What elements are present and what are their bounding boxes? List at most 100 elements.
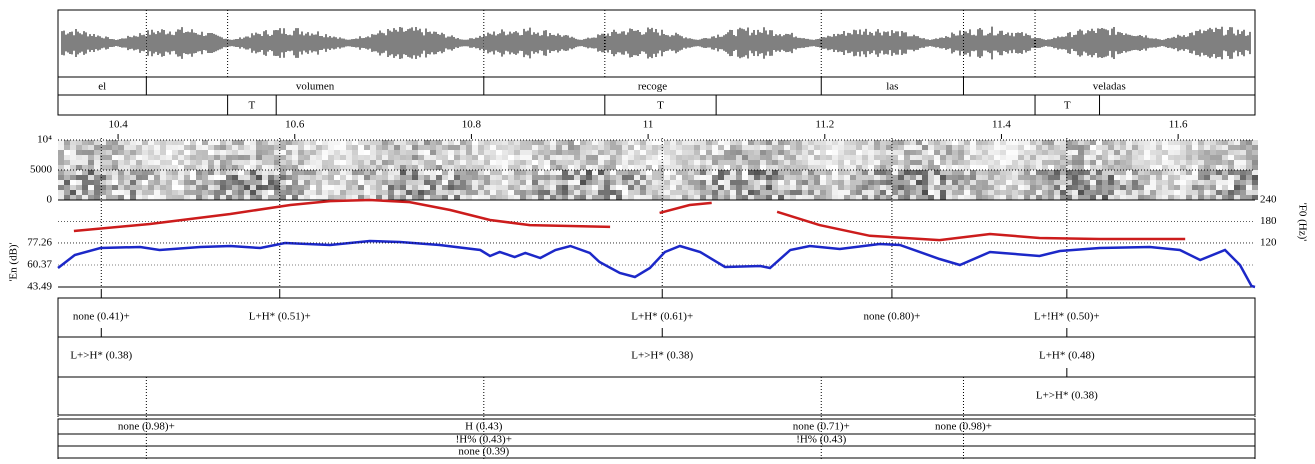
spectrogram-cell <box>1078 150 1084 155</box>
spectrogram-cell <box>436 190 442 195</box>
spectrogram-cell <box>304 165 310 170</box>
spectrogram-cell <box>514 175 520 180</box>
spectrogram-cell <box>1234 160 1240 165</box>
spectrogram-cell <box>586 195 592 200</box>
spectrogram-cell <box>112 150 118 155</box>
spectrogram-cell <box>310 160 316 165</box>
spectrogram-cell <box>664 190 670 195</box>
spectrogram-cell <box>862 180 868 185</box>
spectrogram-cell <box>394 195 400 200</box>
spectrogram-cell <box>304 140 310 145</box>
spectrogram-cell <box>1108 160 1114 165</box>
spectrogram-cell <box>1174 190 1180 195</box>
spectrogram-cell <box>556 150 562 155</box>
spectrogram-cell <box>940 165 946 170</box>
spectrogram-cell <box>922 195 928 200</box>
spectrogram-cell <box>346 185 352 190</box>
spectrogram-cell <box>598 180 604 185</box>
spectrogram-cell <box>916 165 922 170</box>
spectrogram-cell <box>1222 165 1228 170</box>
spectrogram-cell <box>724 180 730 185</box>
spectrogram-cell <box>1192 170 1198 175</box>
spectrogram-cell <box>574 165 580 170</box>
spectrogram-cell <box>520 175 526 180</box>
spectrogram-cell <box>334 185 340 190</box>
spectrogram-cell <box>1000 150 1006 155</box>
spectrogram-cell <box>946 150 952 155</box>
spectrogram-cell <box>394 185 400 190</box>
spectrogram-cell <box>1036 155 1042 160</box>
spectrogram-cell <box>586 170 592 175</box>
spectrogram-cell <box>754 140 760 145</box>
spectrogram-cell <box>1102 160 1108 165</box>
spectrogram-cell <box>910 175 916 180</box>
spectrogram-cell <box>646 150 652 155</box>
spectrogram-cell <box>778 155 784 160</box>
spectrogram-cell <box>472 175 478 180</box>
spectrogram-cell <box>982 195 988 200</box>
spectrogram-cell <box>1186 180 1192 185</box>
spectrogram-cell <box>868 190 874 195</box>
spectrogram-cell <box>1072 185 1078 190</box>
spectrogram-cell <box>412 195 418 200</box>
spectrogram-cell <box>808 180 814 185</box>
spectrogram-cell <box>700 165 706 170</box>
spectrogram-cell <box>478 175 484 180</box>
spectrogram-cell <box>322 170 328 175</box>
spectrogram-cell <box>1132 175 1138 180</box>
spectrogram-cell <box>202 185 208 190</box>
spectrogram-cell <box>598 150 604 155</box>
spectrogram-cell <box>790 150 796 155</box>
spectrogram-cell <box>436 165 442 170</box>
spectrogram-cell <box>1024 145 1030 150</box>
spectrogram-cell <box>832 180 838 185</box>
spectrogram-cell <box>124 180 130 185</box>
spectrogram-cell <box>802 165 808 170</box>
spectrogram-cell <box>946 160 952 165</box>
spectrogram-cell <box>220 145 226 150</box>
spectrogram-cell <box>1012 160 1018 165</box>
spectrogram-cell <box>1084 185 1090 190</box>
spectrogram-cell <box>298 155 304 160</box>
spectrogram-cell <box>124 155 130 160</box>
spectrogram-cell <box>1210 185 1216 190</box>
spectrogram-cell <box>856 190 862 195</box>
spectrogram-cell <box>280 195 286 200</box>
spectrogram-cell <box>1216 155 1222 160</box>
spectrogram-cell <box>1108 170 1114 175</box>
spectrogram-cell <box>118 155 124 160</box>
spectrogram-cell <box>442 180 448 185</box>
spectrogram-cell <box>874 160 880 165</box>
spectrogram-cell <box>766 185 772 190</box>
spectrogram-cell <box>916 170 922 175</box>
spectrogram-cell <box>238 170 244 175</box>
spectrogram-cell <box>598 190 604 195</box>
spectrogram-cell <box>58 175 64 180</box>
spectrogram-cell <box>742 185 748 190</box>
spectrogram-cell <box>1168 160 1174 165</box>
spectrogram-cell <box>898 155 904 160</box>
spectrogram-cell <box>1090 180 1096 185</box>
spectrogram-cell <box>838 180 844 185</box>
spectrogram-cell <box>1126 175 1132 180</box>
spectrogram-cell <box>640 175 646 180</box>
spectrogram-cell <box>1000 175 1006 180</box>
spectrogram-cell <box>856 195 862 200</box>
spectrogram-cell <box>964 140 970 145</box>
spectrogram-cell <box>1102 170 1108 175</box>
spectrogram-cell <box>274 155 280 160</box>
spectrogram-cell <box>940 170 946 175</box>
spectrogram-cell <box>406 150 412 155</box>
spectrogram-cell <box>58 195 64 200</box>
spectrogram-cell <box>316 145 322 150</box>
spectrogram-cell <box>604 140 610 145</box>
spectrogram-cell <box>910 195 916 200</box>
spectrogram-cell <box>106 185 112 190</box>
spectrogram-cell <box>388 155 394 160</box>
spectrogram-cell <box>742 160 748 165</box>
spectrogram-cell <box>232 155 238 160</box>
spectrogram-cell <box>460 190 466 195</box>
spectrogram-cell <box>826 170 832 175</box>
spectrogram-cell <box>550 150 556 155</box>
spectrogram-cell <box>94 140 100 145</box>
